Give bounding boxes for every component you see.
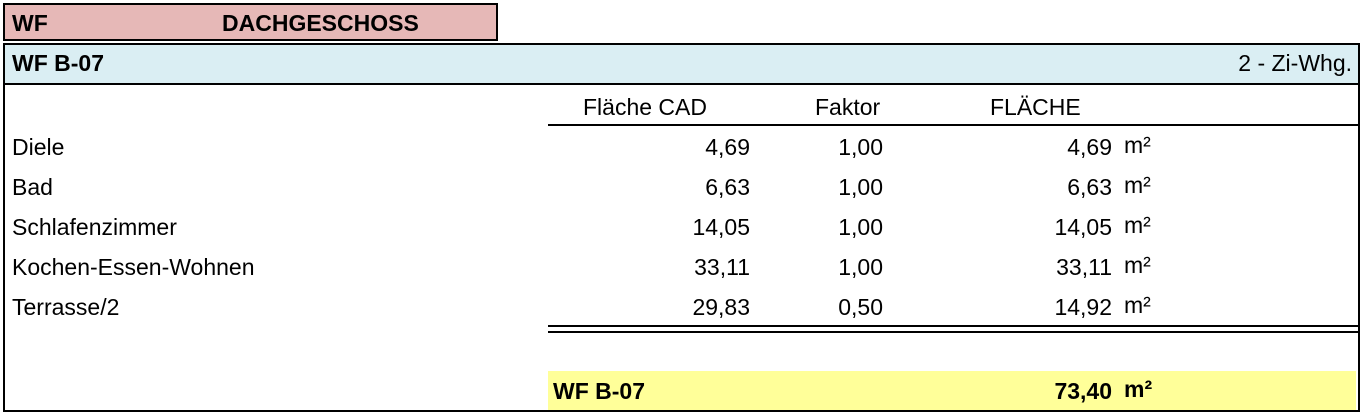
area: 14,92 [1054, 294, 1112, 320]
table-box [3, 83, 1360, 412]
header-floor: DACHGESCHOSS [222, 10, 419, 36]
factor: 1,00 [838, 254, 883, 280]
area: 33,11 [1056, 254, 1112, 280]
area: 4,69 [1067, 134, 1112, 160]
room-name: Schlafenzimmer [12, 214, 177, 240]
total-row [548, 371, 1356, 410]
header-cell [3, 3, 498, 41]
factor: 1,00 [838, 174, 883, 200]
factor: 1,00 [838, 134, 883, 160]
area-unit: m² [1124, 172, 1151, 198]
room-name: Diele [12, 134, 65, 160]
factor: 0,50 [838, 294, 883, 320]
room-name: Bad [12, 174, 53, 200]
area-unit: m² [1124, 292, 1151, 318]
cad-area: 6,63 [705, 174, 750, 200]
total-area: 73,40 [1054, 378, 1112, 404]
factor: 1,00 [838, 214, 883, 240]
column-header: FLÄCHE [990, 94, 1081, 120]
total-unit: m² [1124, 376, 1153, 402]
total-label: WF B-07 [553, 378, 645, 404]
room-name: Terrasse/2 [12, 294, 120, 320]
unit-name: WF B-07 [12, 50, 104, 76]
double-rule [548, 325, 1358, 333]
area-unit: m² [1124, 132, 1151, 158]
column-header: Fläche CAD [583, 94, 707, 120]
area-unit: m² [1124, 252, 1151, 278]
cad-area: 14,05 [692, 214, 750, 240]
area: 6,63 [1067, 174, 1112, 200]
area: 14,05 [1054, 214, 1112, 240]
unit-type: 2 - Zi-Whg. [1238, 50, 1352, 76]
cad-area: 4,69 [705, 134, 750, 160]
header-rule [548, 124, 1358, 126]
cad-area: 29,83 [692, 294, 750, 320]
cad-area: 33,11 [694, 254, 750, 280]
unit-bar [3, 43, 1360, 83]
column-header: Faktor [815, 94, 881, 120]
area-unit: m² [1124, 212, 1151, 238]
header-code: WF [12, 10, 48, 36]
room-name: Kochen-Essen-Wohnen [12, 254, 255, 280]
